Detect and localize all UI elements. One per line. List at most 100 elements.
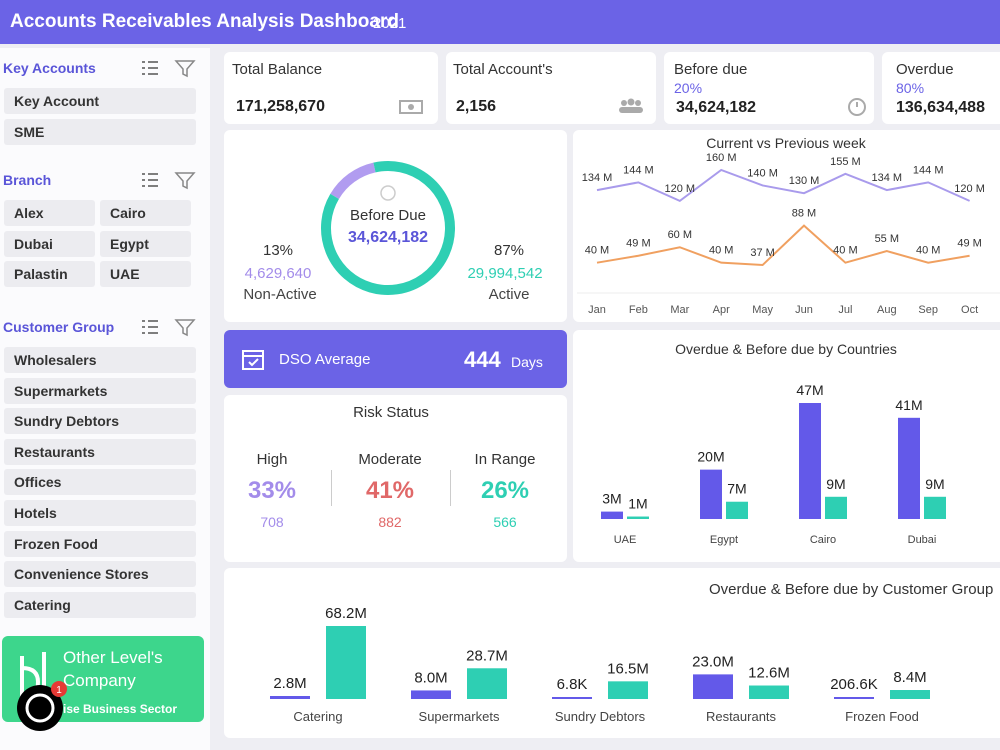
kpi-label: Before due — [674, 61, 748, 78]
kpi-share: 80% — [896, 80, 925, 96]
chart-title: Current vs Previous week — [706, 135, 867, 151]
donut-amount: 4,629,640 — [244, 265, 312, 282]
donut-panel: Before Due 34,624,182 13% 4,629,640 Non-… — [224, 130, 567, 322]
data-label: 8.0M — [414, 669, 447, 686]
line-panel: Current vs Previous week Jan Feb Mar Apr May J… — [573, 130, 1000, 322]
data-label: 55 M — [875, 233, 899, 245]
kpi-share: 20% — [674, 80, 703, 96]
line-chart: Current vs Previous week Jan Feb Mar Apr May J… — [577, 135, 1000, 316]
icon — [380, 185, 396, 201]
risk-count: 882 — [378, 514, 402, 530]
x-tick-label: Aug — [877, 304, 897, 316]
risk-label: In Range — [474, 451, 536, 468]
filter-item[interactable]: Key Account — [4, 88, 196, 114]
filter-item[interactable]: Restaurants — [4, 438, 196, 465]
filter-item[interactable]: Hotels — [4, 500, 196, 526]
filter-item[interactable]: Supermarkets — [4, 377, 196, 404]
filter-title: Customer Group — [3, 319, 115, 335]
data-label: 49 M — [626, 238, 650, 250]
series-line — [596, 168, 971, 203]
year: 2021 — [373, 15, 407, 32]
filter-item[interactable]: Cairo — [100, 200, 191, 226]
risk-count: 708 — [260, 514, 284, 530]
bar — [552, 697, 592, 699]
filter-icons[interactable] — [140, 170, 200, 190]
filter-item[interactable]: Palastin — [4, 261, 95, 288]
data-label: 60 M — [668, 229, 692, 241]
data-label: 9M — [925, 476, 944, 492]
filter-item[interactable]: Alex — [4, 200, 95, 226]
data-label: 28.7M — [466, 647, 508, 664]
filter-title: Branch — [3, 172, 52, 188]
data-label: 120 M — [954, 183, 985, 195]
filter-item[interactable]: Wholesalers — [4, 347, 196, 373]
bar — [924, 496, 946, 519]
header-bar: Accounts Receivables Analysis Dashboard … — [0, 0, 1000, 44]
filter-item[interactable]: UAE — [100, 261, 191, 288]
x-tick-label: Egypt — [710, 534, 738, 546]
filter-icons[interactable] — [140, 58, 200, 78]
data-label: 3M — [602, 491, 621, 507]
data-label: 40 M — [585, 245, 609, 257]
x-tick-label: Sep — [918, 304, 938, 316]
data-label: 40 M — [833, 245, 857, 257]
donut-share: 87% — [493, 242, 525, 259]
filter-item[interactable]: Catering — [4, 591, 196, 618]
donut-amount: 29,994,542 — [467, 265, 543, 282]
filter-item[interactable]: Sundry Debtors — [4, 408, 196, 435]
bar-panel: Overdue & Before due by Countries UAE Egyp… — [573, 330, 1000, 562]
bar-chart: Overdue & Before due by Countries UAE Egyp… — [601, 341, 946, 546]
donut-category: Active — [488, 286, 530, 303]
dso-unit: Days — [511, 354, 543, 370]
filter-item[interactable]: Egypt — [100, 230, 191, 257]
kpi-label: Overdue — [896, 61, 954, 78]
data-label: 49 M — [957, 238, 981, 250]
x-tick-label: Sundry Debtors — [555, 709, 646, 724]
filter-item[interactable]: SME — [4, 118, 196, 145]
data-label: 37 M — [750, 247, 774, 259]
bar — [749, 685, 789, 699]
data-label: 120 M — [665, 183, 696, 195]
donut-chart — [321, 161, 455, 295]
donut-share: 13% — [262, 242, 294, 259]
bar — [326, 626, 366, 699]
x-tick-label: Supermarkets — [419, 709, 500, 724]
bar — [467, 668, 507, 699]
bar — [608, 681, 648, 699]
donut-segment — [321, 161, 455, 295]
x-tick-label: Frozen Food — [845, 709, 919, 724]
bar — [411, 690, 451, 699]
filter-item[interactable]: Convenience Stores — [4, 561, 196, 588]
kpi-label: Total Account's — [453, 61, 553, 78]
data-label: 6.8K — [557, 676, 588, 693]
filter-icons[interactable] — [140, 317, 200, 337]
bar — [898, 417, 920, 519]
chat-badge: 1 — [56, 685, 62, 696]
donut-center-title: Before Due — [350, 207, 426, 224]
filter-item[interactable]: Frozen Food — [4, 530, 196, 557]
donut-category: Non-Active — [243, 286, 317, 303]
data-label: 1M — [628, 496, 647, 512]
chat-button[interactable]: 1 — [14, 680, 70, 736]
icon — [242, 350, 264, 370]
data-label: 144 M — [623, 164, 654, 176]
bar — [627, 516, 649, 519]
filter-item[interactable]: Offices — [4, 469, 196, 496]
data-label: 2.8M — [273, 675, 306, 692]
kpi-card: Overdue 80% 136,634,488 — [882, 52, 1000, 124]
kpi-value: 34,624,182 — [676, 99, 757, 116]
data-label: 40 M — [916, 245, 940, 257]
data-label: 130 M — [789, 175, 820, 187]
bar — [834, 697, 874, 699]
x-tick-label: Jun — [795, 304, 813, 316]
dso-label: DSO Average — [279, 351, 371, 368]
data-label: 155 M — [830, 156, 861, 168]
data-label: 8.4M — [893, 669, 926, 686]
data-label: 144 M — [913, 164, 944, 176]
separator — [450, 470, 451, 506]
bar-chart: Overdue & Before due by Customer Group Ca… — [270, 581, 993, 724]
x-tick-label: Mar — [670, 304, 689, 316]
separator — [331, 470, 332, 506]
filter-item[interactable]: Dubai — [4, 230, 95, 257]
